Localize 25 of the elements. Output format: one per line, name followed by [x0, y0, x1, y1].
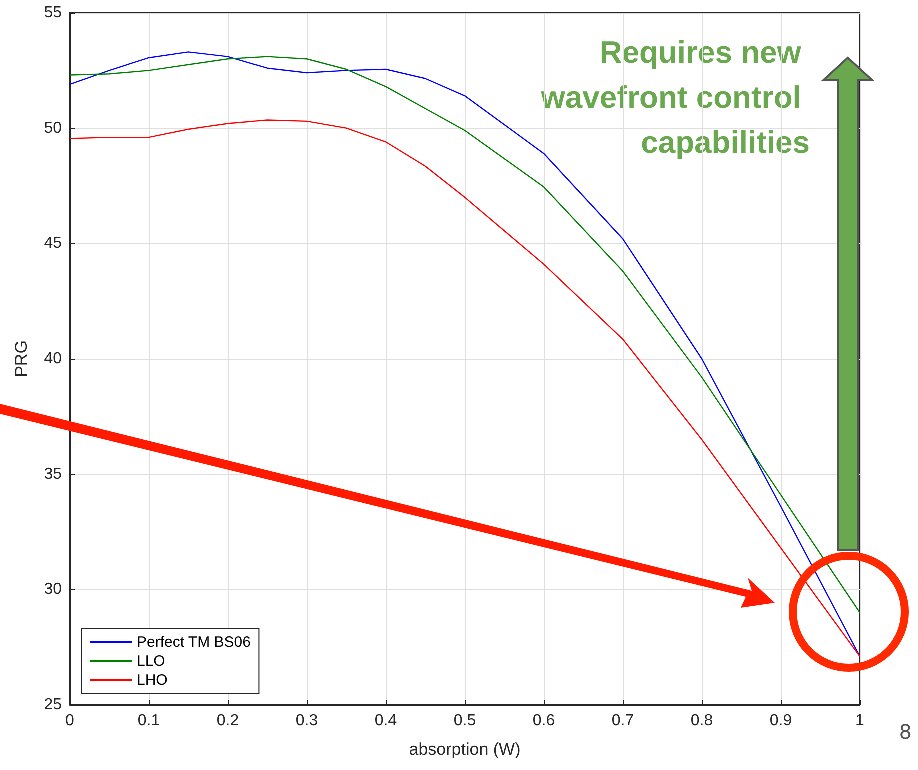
- x-tick-label: 1: [856, 712, 865, 730]
- y-tick-label: 35: [44, 466, 62, 483]
- legend-label: Perfect TM BS06: [137, 634, 251, 651]
- x-tick-label: 0.2: [216, 712, 240, 730]
- y-tick-label: 50: [44, 120, 62, 137]
- x-tick-label: 0: [66, 712, 75, 730]
- x-tick-label: 0.1: [138, 712, 160, 730]
- x-tick-label: 0.6: [532, 712, 556, 730]
- x-tick-label: 0.9: [770, 712, 792, 730]
- x-tick-label: 0.7: [612, 712, 634, 730]
- y-axis-title: PRG: [12, 340, 31, 378]
- x-tick-label: 0.5: [454, 712, 476, 730]
- annotation: Requires new wavefront control capabilities: [540, 35, 810, 160]
- legend-label: LHO: [137, 672, 168, 689]
- y-tick-label: 45: [44, 235, 62, 252]
- y-tick-label: 55: [44, 4, 62, 22]
- y-tick-label: 40: [44, 350, 62, 368]
- x-tick-label: 0.3: [296, 712, 318, 730]
- x-tick-label: 0.4: [374, 712, 398, 730]
- y-tick-label: 30: [44, 581, 62, 598]
- x-tick-label: 0.8: [690, 712, 714, 730]
- x-axis-title: absorption (W): [409, 740, 521, 759]
- text: 8: [899, 720, 912, 744]
- y-tick-label: 25: [44, 696, 62, 714]
- legend-label: LLO: [137, 653, 166, 670]
